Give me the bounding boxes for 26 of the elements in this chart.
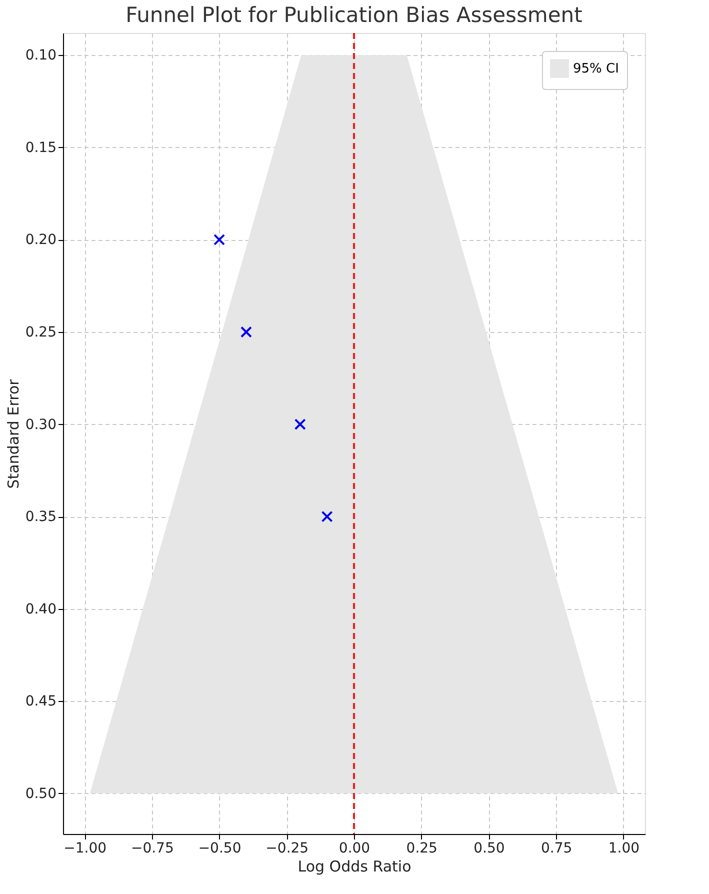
x-tick-label: −0.75 [130, 840, 174, 856]
point [214, 234, 226, 246]
y-tick-label: 0.30 [25, 416, 56, 433]
y-tick-label: 0.40 [25, 601, 56, 618]
x-tick-label: 0.75 [540, 840, 572, 856]
point [240, 326, 252, 338]
legend-label: 95% CI [573, 62, 619, 76]
point [294, 418, 306, 430]
x-tick-label: 0.00 [338, 840, 370, 856]
y-tick-label: 0.35 [25, 509, 56, 526]
x-tick-label: −1.00 [64, 840, 107, 856]
y-tick-label: 0.10 [25, 48, 56, 64]
y-tick-label: 0.20 [25, 232, 56, 248]
chart-title: Funnel Plot for Publication Bias Assessment [126, 3, 582, 27]
x-tick-label: 1.00 [608, 840, 640, 856]
y-tick-label: 0.15 [25, 140, 56, 156]
x-tick-label: 0.25 [406, 840, 438, 856]
point [321, 510, 333, 522]
y-tick-label: 0.50 [25, 786, 56, 802]
y-tick-label: 0.25 [25, 324, 56, 340]
y-axis-title: Standard Error [4, 378, 22, 489]
x-tick-label: −0.25 [266, 840, 309, 856]
x-tick-label: 0.50 [474, 840, 505, 856]
x-tick-label: −0.50 [198, 840, 242, 856]
x-axis-title: Log Odds Ratio [298, 858, 412, 876]
y-tick-label: 0.45 [25, 694, 56, 710]
